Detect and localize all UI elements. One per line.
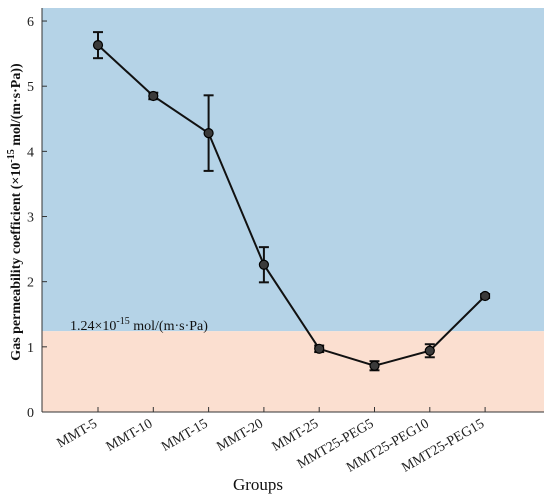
data-point <box>258 259 269 270</box>
data-point <box>480 290 491 302</box>
y-axis-title: Gas permeability coefficient (×10-15 mol… <box>6 63 24 361</box>
x-tick-label: MMT-20 <box>214 416 266 454</box>
data-point <box>148 90 159 102</box>
axes <box>41 8 544 413</box>
y-tick-label: 2 <box>27 276 34 291</box>
threshold-label: 1.24×10-15 mol/(m·s·Pa) <box>70 316 208 334</box>
y-tick-labels: 0 1 2 3 4 5 6 <box>27 15 34 421</box>
data-point <box>424 345 435 356</box>
y-tick-label: 5 <box>27 80 34 95</box>
x-tick-label: MMT-15 <box>159 416 211 454</box>
region-above-threshold <box>42 8 544 332</box>
data-point <box>314 343 325 354</box>
series <box>92 31 491 372</box>
x-tick-labels: MMT-5 MMT-10 MMT-15 MMT-20 MMT-25MMT25-PEG5M… <box>55 416 488 475</box>
data-point <box>92 40 104 51</box>
background-regions <box>42 8 544 412</box>
x-tick-label: MMT-10 <box>104 416 156 454</box>
data-point <box>369 360 380 371</box>
y-tick-label: 1 <box>27 341 34 356</box>
series-line <box>97 44 486 367</box>
y-tick-label: 6 <box>27 15 34 30</box>
x-axis-title: Groups <box>233 475 283 494</box>
y-tick-label: 4 <box>27 145 34 160</box>
y-tick-label: 3 <box>27 211 34 226</box>
data-point <box>203 128 214 139</box>
x-tick-label: MMT-5 <box>55 416 100 451</box>
y-tick-label: 0 <box>27 406 34 421</box>
region-below-threshold <box>42 331 544 412</box>
